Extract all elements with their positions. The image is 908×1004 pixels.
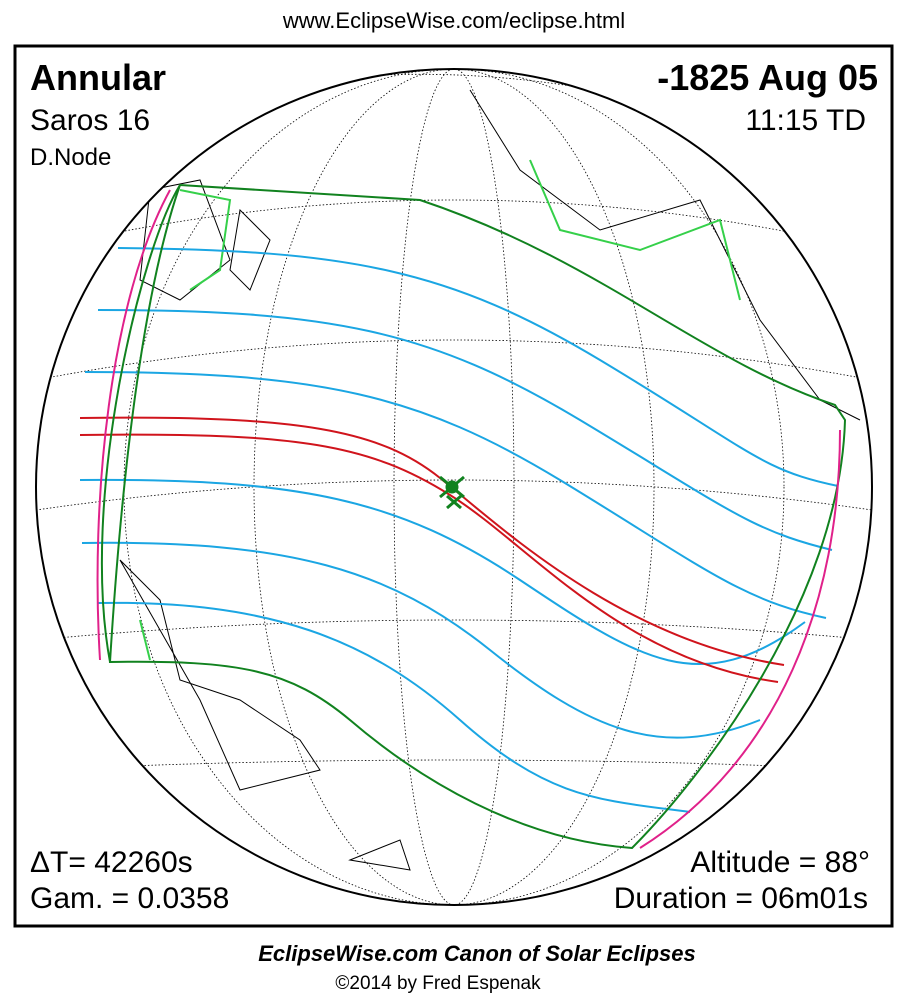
globe-outline [35, 68, 873, 906]
date: -1825 Aug 05 [657, 57, 878, 98]
eclipse-type: Annular [30, 57, 166, 98]
altitude: Altitude = 88° [690, 846, 870, 879]
footer-title: EclipseWise.com Canon of Solar Eclipses [258, 941, 696, 966]
delta-t: ΔT= 42260s [30, 846, 193, 879]
saros: Saros 16 [30, 104, 150, 137]
globe-map [36, 69, 872, 905]
node: D.Node [30, 144, 111, 171]
time: 11:15 TD [745, 104, 866, 137]
url: www.EclipseWise.com/eclipse.html [282, 8, 625, 33]
gamma: Gam. = 0.0358 [30, 882, 229, 915]
duration: Duration = 06m01s [614, 882, 868, 915]
copyright: ©2014 by Fred Espenak [335, 973, 541, 994]
